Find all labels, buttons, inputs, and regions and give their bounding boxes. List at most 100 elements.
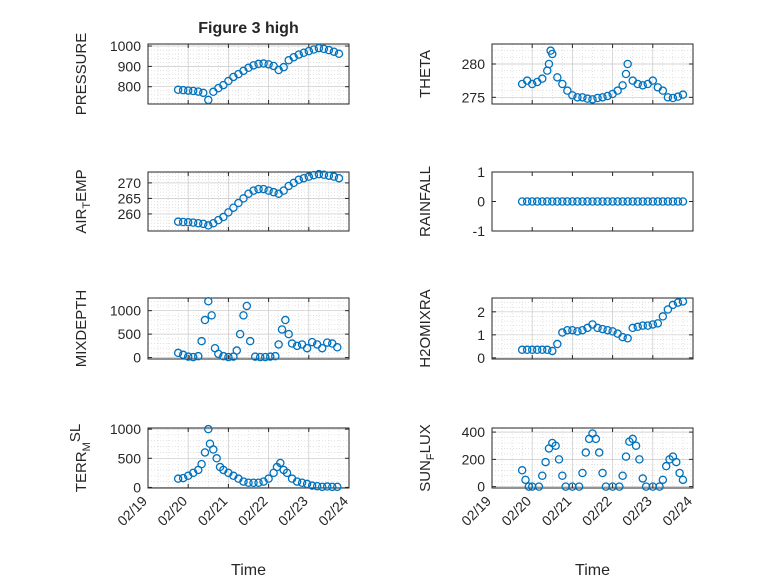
data-point <box>655 482 664 491</box>
data-series <box>517 197 688 206</box>
y-tick-label: 0 <box>477 479 485 495</box>
y-tick-label: 2 <box>477 304 485 320</box>
data-point <box>628 197 637 206</box>
data-point <box>628 323 637 333</box>
data-point <box>554 455 564 464</box>
data-point <box>517 197 527 206</box>
x-tick-label: 02/20 <box>498 493 534 529</box>
data-point <box>608 197 617 206</box>
data-point <box>307 337 317 347</box>
data-point <box>658 197 668 206</box>
x-tick-label: 02/19 <box>458 493 494 529</box>
data-series <box>517 429 688 491</box>
x-tick-label: 02/23 <box>619 493 655 529</box>
data-point <box>593 323 602 333</box>
data-point <box>245 336 255 346</box>
data-point <box>598 324 607 334</box>
data-point <box>578 197 587 206</box>
x-axis-label: Time <box>575 562 610 579</box>
data-point <box>264 474 273 483</box>
data-point <box>673 298 683 307</box>
data-point <box>588 95 597 104</box>
data-point <box>224 208 233 217</box>
data-point <box>638 197 648 206</box>
data-point <box>200 315 210 325</box>
data-point <box>643 197 653 206</box>
data-point <box>304 172 314 181</box>
x-tick-label: 02/24 <box>315 493 351 529</box>
data-point <box>673 197 683 206</box>
data-point <box>289 52 298 62</box>
chart-panel-8: 0 200 400 02/19 02/20 02/21 02/22 02/23 02/24 SUN… <box>417 424 695 579</box>
data-point <box>234 198 243 208</box>
x-tick-label: 02/23 <box>275 493 311 529</box>
data-point <box>541 457 550 467</box>
data-point <box>259 59 268 68</box>
data-point <box>329 47 339 56</box>
data-point <box>302 479 312 489</box>
data-point <box>628 434 637 444</box>
data-point <box>668 300 678 310</box>
chart-panel-5: 0 500 1000 MIXDEPTH <box>73 290 350 368</box>
data-point <box>598 93 607 102</box>
data-point <box>269 61 278 71</box>
y-axis-label: THETA <box>417 50 434 98</box>
data-point <box>598 197 607 206</box>
y-tick-label: 260 <box>118 206 142 222</box>
data-point <box>534 482 544 491</box>
data-point <box>219 80 228 90</box>
data-point <box>209 445 218 454</box>
data-point <box>271 351 280 361</box>
x-tick-label: 02/22 <box>235 493 271 529</box>
data-point <box>558 197 567 206</box>
data-point <box>653 197 663 206</box>
data-point <box>319 170 329 180</box>
data-point <box>578 93 587 102</box>
data-point <box>543 197 552 206</box>
data-point <box>294 175 303 185</box>
data-point <box>333 482 342 492</box>
data-point <box>563 86 572 95</box>
y-tick-label: 900 <box>118 58 142 74</box>
data-point <box>292 341 302 351</box>
data-point <box>173 474 183 483</box>
axes-box <box>491 297 694 360</box>
data-point <box>603 325 612 335</box>
data-point <box>568 91 577 100</box>
data-point <box>188 352 198 362</box>
data-point <box>548 197 557 206</box>
data-point <box>178 85 188 95</box>
data-point <box>219 351 228 361</box>
data-point <box>668 197 678 206</box>
data-point <box>548 49 557 59</box>
data-point <box>653 319 663 328</box>
data-point <box>568 325 577 335</box>
data-point <box>279 62 288 72</box>
data-point <box>255 352 265 362</box>
data-point <box>538 74 547 83</box>
data-point <box>266 352 275 361</box>
chart-title: Figure 3 high <box>198 20 298 37</box>
y-tick-label: 500 <box>118 326 142 342</box>
y-axis-label: MIXDEPTH <box>73 290 90 368</box>
x-tick-label: 02/20 <box>154 493 190 529</box>
data-point <box>204 297 213 306</box>
y-axis-label: H2OMIXRA <box>417 289 434 367</box>
data-point <box>284 329 293 339</box>
data-point <box>207 311 216 320</box>
data-point <box>229 203 238 212</box>
y-tick-label: 1000 <box>110 421 141 437</box>
data-point <box>178 350 188 360</box>
data-point <box>668 93 678 103</box>
data-point <box>188 86 198 96</box>
data-point <box>543 345 552 355</box>
y-tick-label: 200 <box>462 451 486 467</box>
data-point <box>621 69 631 79</box>
data-point <box>329 172 339 181</box>
data-point <box>563 325 572 335</box>
y-tick-label: 265 <box>118 190 142 206</box>
data-point <box>224 76 233 86</box>
y-tick-label: 270 <box>118 175 142 191</box>
